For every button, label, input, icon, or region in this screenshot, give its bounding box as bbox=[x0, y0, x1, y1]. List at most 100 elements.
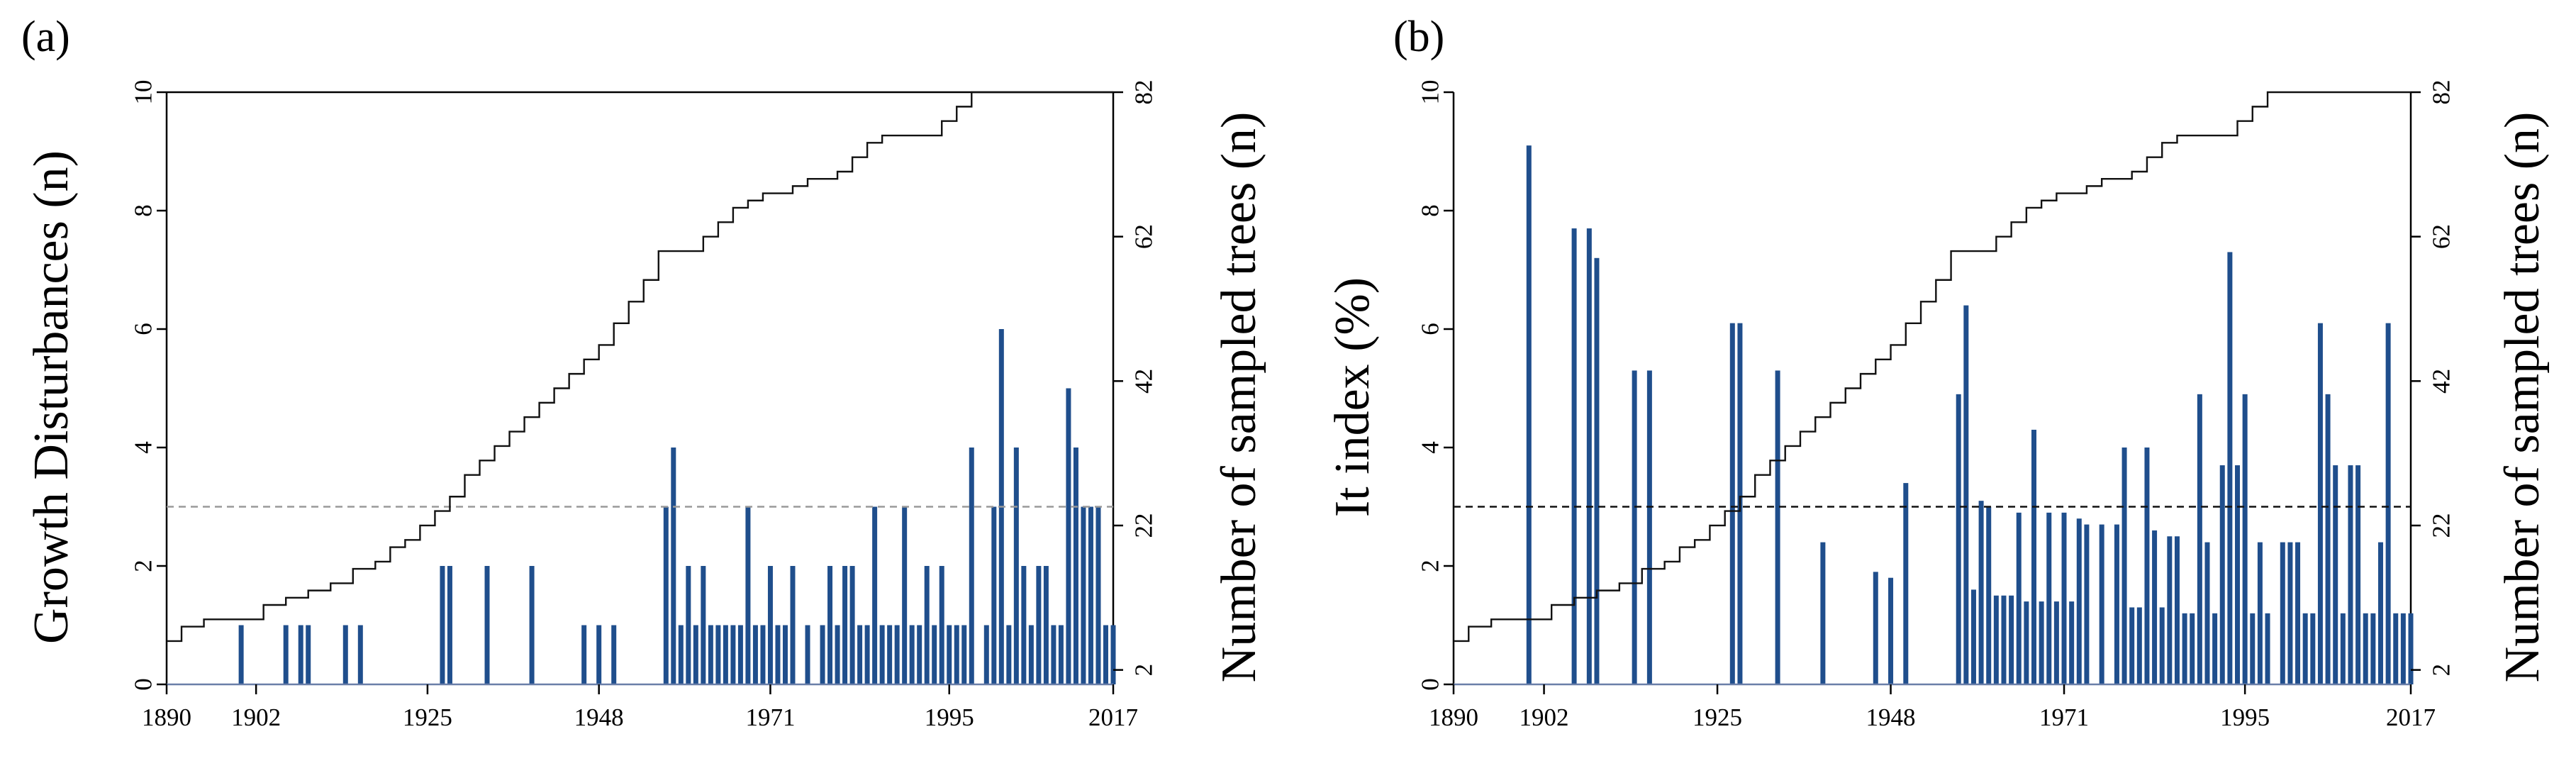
panel-label-b: (b) bbox=[1393, 13, 1444, 61]
y2-tick-label-b: 22 bbox=[2427, 513, 2455, 538]
y-ticks-a: 0 2 4 6 8 10 bbox=[129, 80, 167, 691]
y-tick-label-a: 6 bbox=[129, 323, 157, 335]
bar-b-1979 bbox=[2121, 448, 2127, 684]
bar-b-1959 bbox=[1970, 589, 1976, 684]
bar-a-2005 bbox=[1021, 566, 1027, 684]
bar-b-2001 bbox=[2287, 542, 2293, 684]
bar-a-1986 bbox=[879, 625, 885, 684]
bar-b-1995 bbox=[2242, 394, 2248, 684]
bar-a-1968 bbox=[745, 506, 751, 684]
bar-a-1959 bbox=[678, 625, 684, 684]
bar-a-1928 bbox=[447, 566, 452, 684]
bar-a-1909 bbox=[306, 625, 311, 684]
bar-a-1970 bbox=[760, 625, 766, 684]
bar-a-1983 bbox=[857, 625, 863, 684]
y-tick-label-a: 10 bbox=[129, 80, 157, 105]
bar-a-1994 bbox=[939, 566, 944, 684]
bar-b-2005 bbox=[2317, 323, 2323, 684]
bar-a-1985 bbox=[872, 506, 878, 684]
bar-a-1969 bbox=[752, 625, 758, 684]
bar-b-2011 bbox=[2363, 613, 2368, 684]
x-tick-label-a: 1890 bbox=[142, 704, 191, 731]
bar-b-1981 bbox=[2136, 607, 2142, 684]
bar-b-1973 bbox=[2076, 518, 2082, 684]
x-tick-label-b: 2017 bbox=[2386, 704, 2436, 731]
x-tick-label-a: 1971 bbox=[745, 704, 795, 731]
bar-b-1906 bbox=[1571, 228, 1577, 684]
bar-a-1992 bbox=[924, 566, 930, 684]
bar-b-1964 bbox=[2009, 595, 2014, 684]
bar-b-1972 bbox=[2069, 601, 2075, 684]
x-tick-label-b: 1890 bbox=[1429, 704, 1478, 731]
x-tick-label-b: 1902 bbox=[1520, 704, 1569, 731]
bar-a-2011 bbox=[1066, 388, 1071, 684]
y2-tick-label-b: 82 bbox=[2427, 80, 2455, 105]
x-tick-label-b: 1971 bbox=[2039, 704, 2089, 731]
bar-a-1997 bbox=[961, 625, 967, 684]
bar-a-1950 bbox=[611, 625, 617, 684]
bar-a-1989 bbox=[902, 506, 908, 684]
y-tick-label-b: 0 bbox=[1416, 678, 1444, 691]
bar-b-1967 bbox=[2031, 429, 2037, 684]
bar-a-2017 bbox=[1110, 625, 1116, 684]
bar-b-2006 bbox=[2325, 394, 2331, 684]
y-tick-label-b: 8 bbox=[1416, 204, 1444, 217]
bar-a-2008 bbox=[1043, 566, 1049, 684]
bar-a-2001 bbox=[991, 506, 997, 684]
y2-axis-title-b: Number of sampled trees (n) bbox=[2495, 112, 2550, 683]
bar-b-1900 bbox=[1526, 145, 1532, 684]
bar-b-2016 bbox=[2400, 613, 2406, 684]
bar-a-2014 bbox=[1088, 506, 1093, 684]
cumulative-trees-line-a bbox=[167, 91, 1113, 643]
bar-a-1914 bbox=[342, 625, 348, 684]
bar-b-2009 bbox=[2348, 465, 2353, 684]
bar-b-2007 bbox=[2333, 465, 2338, 684]
bar-a-1939 bbox=[529, 566, 535, 684]
bar-b-2004 bbox=[2310, 613, 2316, 684]
x-tick-label-b: 1925 bbox=[1693, 704, 1742, 731]
bar-a-1964 bbox=[715, 625, 721, 684]
bar-b-1927 bbox=[1729, 323, 1735, 684]
bar-a-1978 bbox=[820, 625, 825, 684]
cumulative-trees-line-b bbox=[1454, 91, 2411, 643]
bar-a-2000 bbox=[983, 625, 989, 684]
bar-a-2003 bbox=[1006, 625, 1012, 684]
bar-b-2014 bbox=[2385, 323, 2391, 684]
bar-a-2013 bbox=[1081, 506, 1086, 684]
bar-b-1916 bbox=[1646, 370, 1652, 684]
y-tick-label-b: 2 bbox=[1416, 560, 1444, 572]
bar-b-2013 bbox=[2377, 542, 2383, 684]
y2-tick-label-b: 2 bbox=[2427, 664, 2455, 677]
bar-b-1996 bbox=[2250, 613, 2256, 684]
bar-b-1988 bbox=[2190, 613, 2195, 684]
x-tick-label-a: 1902 bbox=[231, 704, 281, 731]
bar-a-1960 bbox=[686, 566, 691, 684]
bar-b-1997 bbox=[2257, 542, 2263, 684]
x-tick-label-a: 2017 bbox=[1088, 704, 1138, 731]
bar-a-1916 bbox=[357, 625, 363, 684]
bar-a-1990 bbox=[909, 625, 915, 684]
bar-b-1962 bbox=[1993, 595, 1999, 684]
x-tick-label-b: 1995 bbox=[2220, 704, 2270, 731]
bar-b-1961 bbox=[1986, 506, 1992, 684]
bar-b-2012 bbox=[2370, 613, 2376, 684]
bar-b-1958 bbox=[1963, 305, 1969, 685]
bar-b-1950 bbox=[1903, 483, 1909, 684]
bar-b-1987 bbox=[2182, 613, 2187, 684]
bar-a-2012 bbox=[1073, 448, 1078, 684]
bar-b-1998 bbox=[2265, 613, 2270, 684]
y-axis-title-b: It index (%) bbox=[1325, 277, 1380, 517]
bar-b-1983 bbox=[2152, 530, 2158, 684]
y-axis-title-a: Growth Disturbances (n) bbox=[24, 150, 79, 644]
bar-b-1963 bbox=[2001, 595, 2007, 684]
bar-a-1908 bbox=[298, 625, 303, 684]
bar-a-2004 bbox=[1013, 448, 1019, 684]
bar-b-2003 bbox=[2302, 613, 2308, 684]
bar-b-1984 bbox=[2159, 607, 2165, 684]
x-ticks-a: 1890 1902 1925 1948 1971 1995 2017 bbox=[142, 684, 1138, 731]
bar-a-1972 bbox=[775, 625, 781, 684]
y-tick-label-b: 10 bbox=[1416, 80, 1444, 105]
bar-a-1993 bbox=[932, 625, 937, 684]
